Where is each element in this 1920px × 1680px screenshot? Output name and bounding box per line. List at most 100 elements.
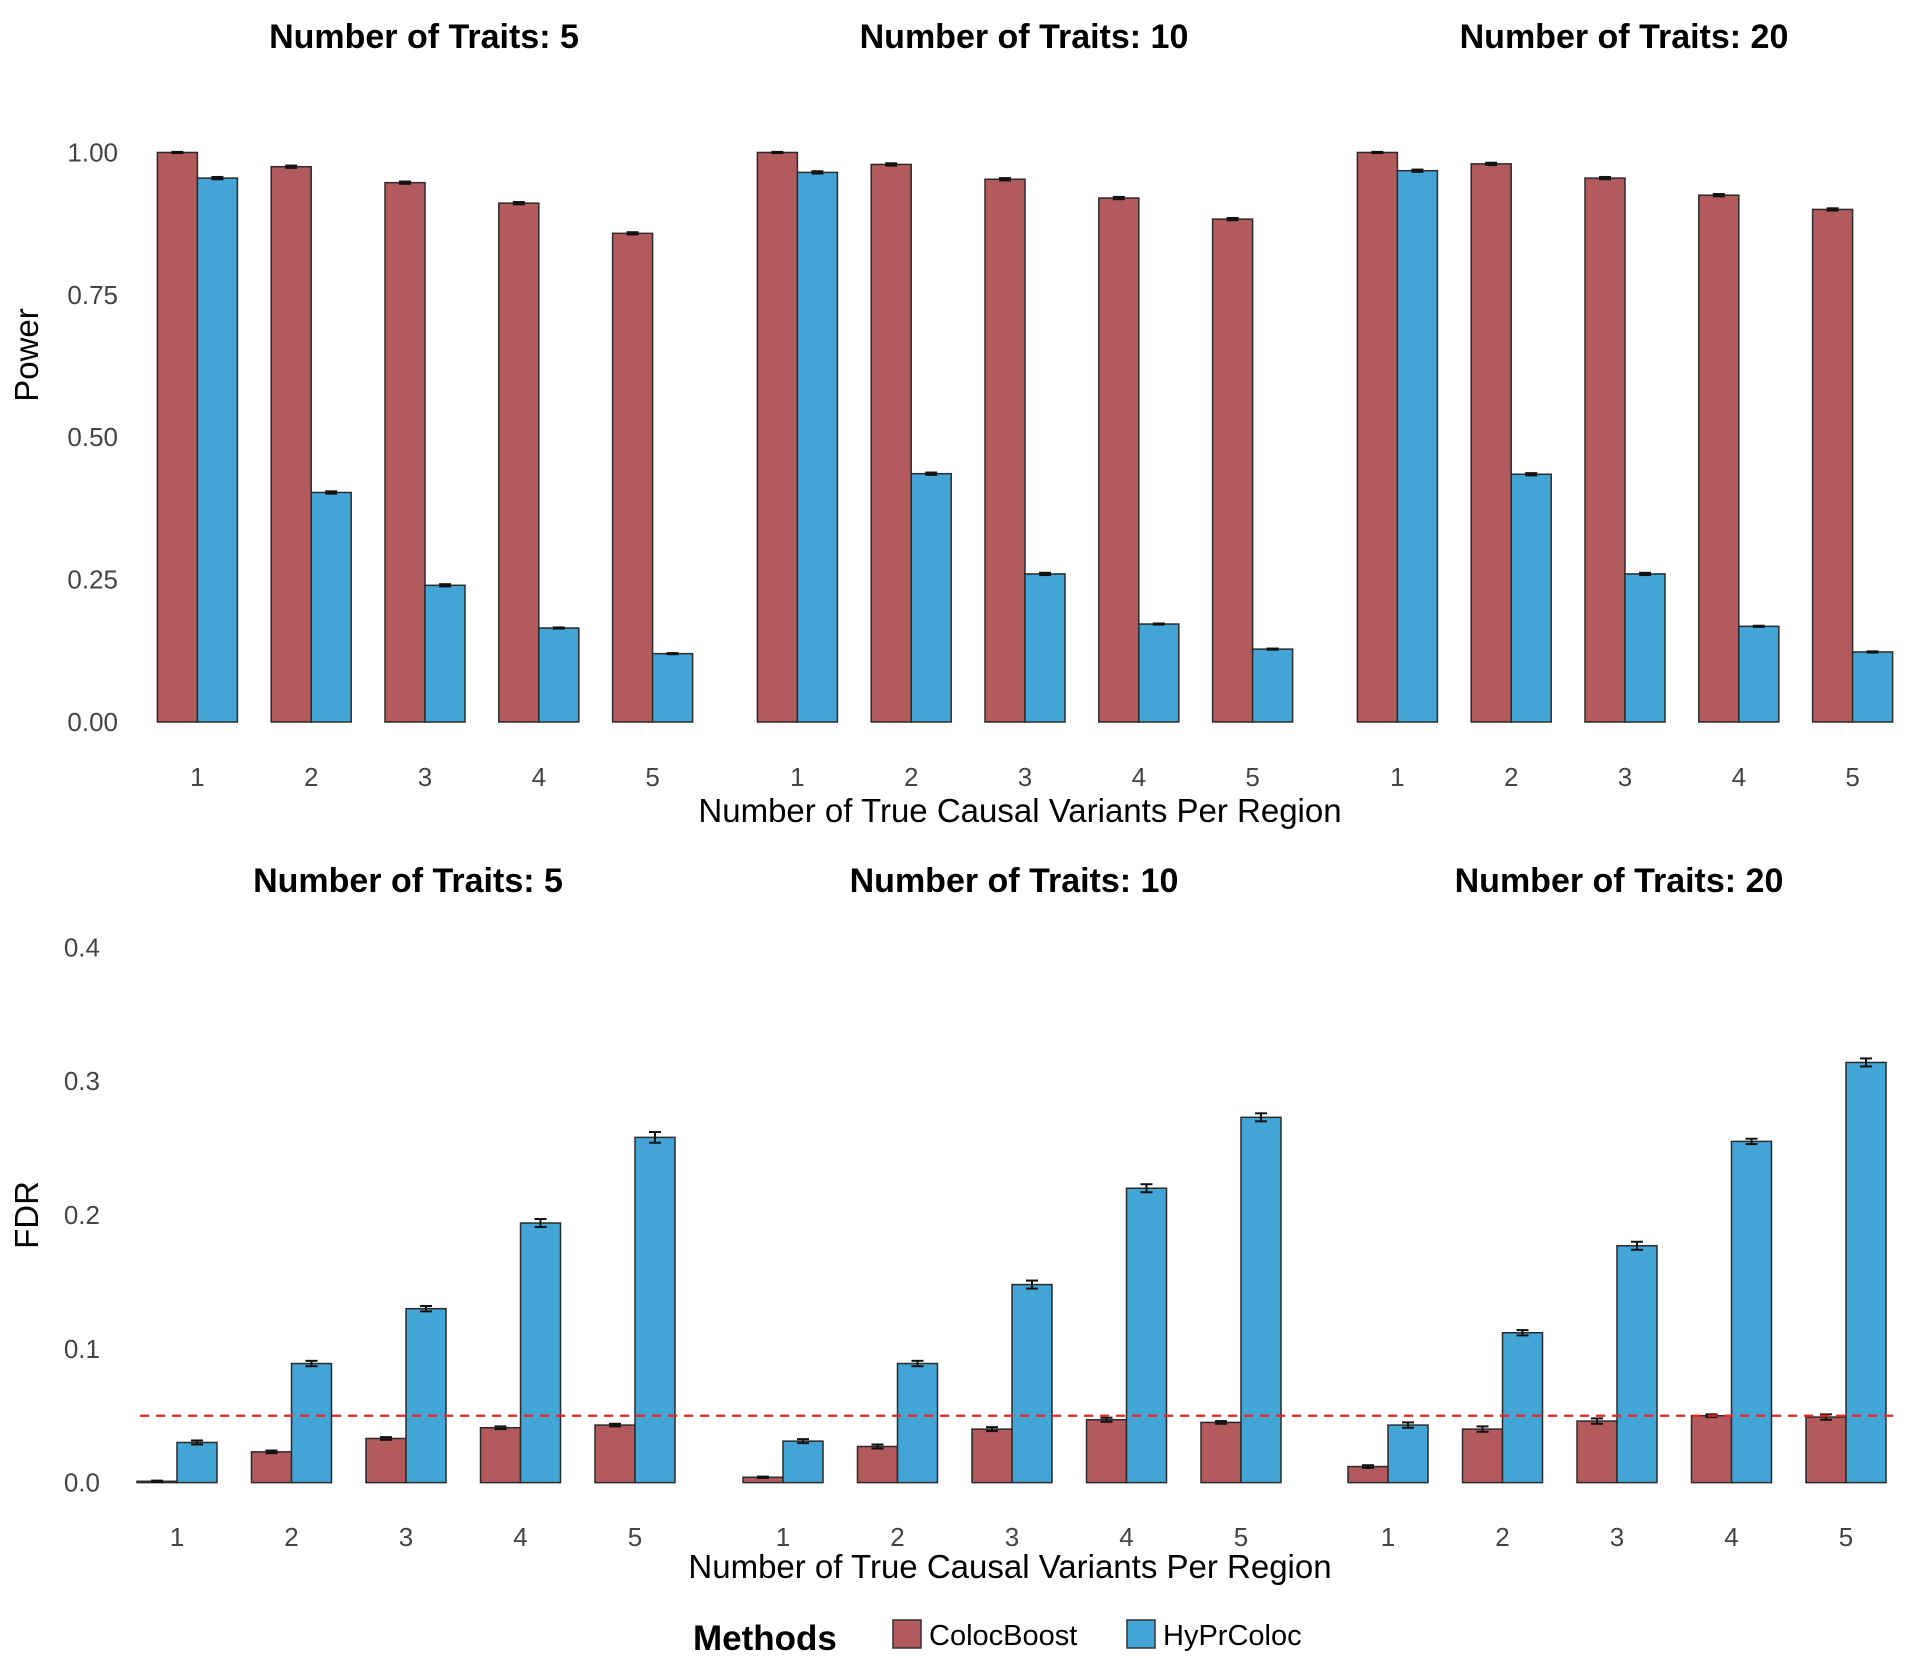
power-bar-hyprcoloc (196, 177, 239, 723)
power-x-tick-label: 4 (532, 762, 546, 792)
fdr-error-bar-hyprcoloc (305, 1359, 318, 1368)
power-x-axis-title: Number of True Causal Variants Per Regio… (698, 792, 1341, 829)
fdr-bar-hyprcoloc (290, 1362, 333, 1484)
fdr-x-tick-label: 2 (890, 1522, 904, 1552)
power-bar-colocboost (1098, 197, 1140, 723)
power-bar-hyprcoloc (796, 171, 839, 723)
fdr-y-axis-title: FDR (8, 1181, 45, 1249)
power-bar-hyprcoloc (651, 652, 694, 723)
power-x-tick-label: 3 (1618, 762, 1632, 792)
power-y-axis-title: Power (8, 308, 45, 402)
power-error-bar-hyprcoloc (439, 583, 451, 588)
fdr-x-tick-labels: 1 2 3 4 5 1 2 3 4 5 1 2 3 4 5 (170, 1522, 1853, 1552)
power-error-bar-hyprcoloc (1866, 650, 1879, 654)
fdr-bar-hyprcoloc (1125, 1187, 1168, 1484)
fdr-facet-titles: Number of Traits: 5 Number of Traits: 10 N… (253, 862, 1783, 900)
power-bar-colocboost (270, 165, 312, 723)
power-error-bar-colocboost (1712, 193, 1725, 198)
fdr-bar-colocboost (365, 1437, 407, 1484)
fdr-error-bars (151, 1057, 1872, 1483)
power-error-bar-colocboost (1826, 207, 1839, 212)
power-bar-hyprcoloc (1851, 651, 1894, 723)
power-panel: Number of Traits: 5 Number of Traits: 10 N… (8, 18, 1894, 829)
fdr-x-tick-label: 4 (1724, 1522, 1738, 1552)
fdr-x-tick-label: 2 (284, 1522, 298, 1552)
power-bar-colocboost (1470, 163, 1512, 723)
power-x-tick-labels: 1 2 3 4 5 1 2 3 4 5 1 2 3 4 5 (190, 762, 1860, 792)
power-bar-colocboost (870, 163, 912, 723)
power-facet-title: Number of Traits: 10 (860, 18, 1189, 56)
fdr-error-bar-hyprcoloc (1402, 1421, 1414, 1429)
power-error-bar-hyprcoloc (325, 490, 338, 495)
fdr-error-bar-hyprcoloc (1860, 1057, 1872, 1068)
power-y-tick-label: 1.00 (67, 137, 118, 167)
power-x-tick-label: 2 (304, 762, 318, 792)
fdr-x-tick-label: 1 (1381, 1522, 1395, 1552)
power-x-tick-label: 3 (418, 762, 432, 792)
power-error-bar-colocboost (1112, 195, 1125, 201)
fdr-x-tick-label: 3 (1005, 1522, 1019, 1552)
fdr-error-bar-colocboost (1362, 1464, 1374, 1469)
fdr-x-tick-label: 4 (513, 1522, 527, 1552)
fdr-error-bar-colocboost (1476, 1425, 1489, 1433)
fdr-error-bar-hyprcoloc (534, 1218, 547, 1229)
fdr-error-bar-hyprcoloc (420, 1304, 432, 1313)
power-x-tick-label: 5 (645, 762, 659, 792)
fdr-x-tick-label: 1 (170, 1522, 184, 1552)
fdr-bar-hyprcoloc (519, 1222, 562, 1484)
power-error-bar-colocboost (885, 162, 898, 167)
power-error-bar-colocboost (171, 150, 184, 155)
fdr-bar-colocboost (971, 1428, 1013, 1484)
fdr-bar-colocboost (1805, 1416, 1847, 1484)
power-error-bar-colocboost (1485, 161, 1498, 167)
power-bar-colocboost (156, 151, 199, 723)
fdr-y-tick-label: 0.1 (64, 1334, 100, 1364)
fdr-bar-hyprcoloc (896, 1362, 939, 1484)
power-bar-hyprcoloc (1624, 573, 1666, 723)
fdr-bar-hyprcoloc (405, 1307, 447, 1484)
power-bar-hyprcoloc (310, 491, 352, 723)
power-bar-colocboost (1584, 177, 1626, 723)
power-error-bar-colocboost (399, 180, 411, 185)
power-bar-colocboost (611, 232, 654, 723)
fdr-y-tick-label: 0.0 (64, 1468, 100, 1498)
power-error-bar-colocboost (999, 177, 1011, 182)
legend-label-hyprcoloc: HyPrColoc (1163, 1620, 1302, 1652)
power-x-tick-label: 5 (1245, 762, 1259, 792)
fdr-x-axis-title: Number of True Causal Variants Per Regio… (688, 1548, 1331, 1585)
fdr-error-bar-colocboost (151, 1479, 163, 1483)
power-error-bar-colocboost (1371, 150, 1384, 155)
fdr-error-bar-colocboost (609, 1422, 621, 1428)
fdr-bar-hyprcoloc (1730, 1140, 1773, 1484)
legend: Methods ColocBoost HyPrColoc (693, 1619, 1302, 1658)
fdr-y-tick-label: 0.2 (64, 1200, 100, 1230)
power-bar-hyprcoloc (424, 584, 466, 723)
fdr-error-bar-colocboost (871, 1443, 884, 1450)
fdr-bar-hyprcoloc (1240, 1116, 1282, 1484)
fdr-error-bar-hyprcoloc (649, 1131, 661, 1144)
fdr-bar-hyprcoloc (1011, 1283, 1053, 1484)
fdr-panel: Number of Traits: 5 Number of Traits: 10 N… (8, 862, 1895, 1585)
power-bar-hyprcoloc (910, 472, 952, 723)
power-bar-colocboost (756, 151, 799, 723)
power-bar-colocboost (384, 181, 426, 723)
power-error-bar-hyprcoloc (1639, 571, 1651, 577)
power-x-tick-label: 2 (904, 762, 918, 792)
power-facet-title: Number of Traits: 5 (269, 18, 579, 56)
fdr-bar-hyprcoloc (1501, 1332, 1544, 1484)
power-error-bar-hyprcoloc (1266, 647, 1279, 651)
fdr-facet-title: Number of Traits: 20 (1455, 862, 1784, 900)
fdr-error-bar-hyprcoloc (911, 1359, 924, 1368)
power-facet-title: Number of Traits: 20 (1460, 18, 1789, 56)
power-error-bar-hyprcoloc (1752, 624, 1765, 628)
fdr-error-bar-hyprcoloc (797, 1438, 809, 1445)
fdr-x-tick-label: 4 (1119, 1522, 1133, 1552)
fdr-bar-colocboost (1461, 1428, 1504, 1484)
fdr-error-bar-hyprcoloc (1140, 1183, 1153, 1194)
power-y-tick-labels: 0.00 0.25 0.50 0.75 1.00 (67, 137, 118, 737)
fdr-error-bar-colocboost (1100, 1416, 1113, 1423)
power-bar-colocboost (1811, 208, 1854, 723)
fdr-bar-colocboost (594, 1424, 636, 1484)
fdr-bar-colocboost (1690, 1414, 1733, 1484)
